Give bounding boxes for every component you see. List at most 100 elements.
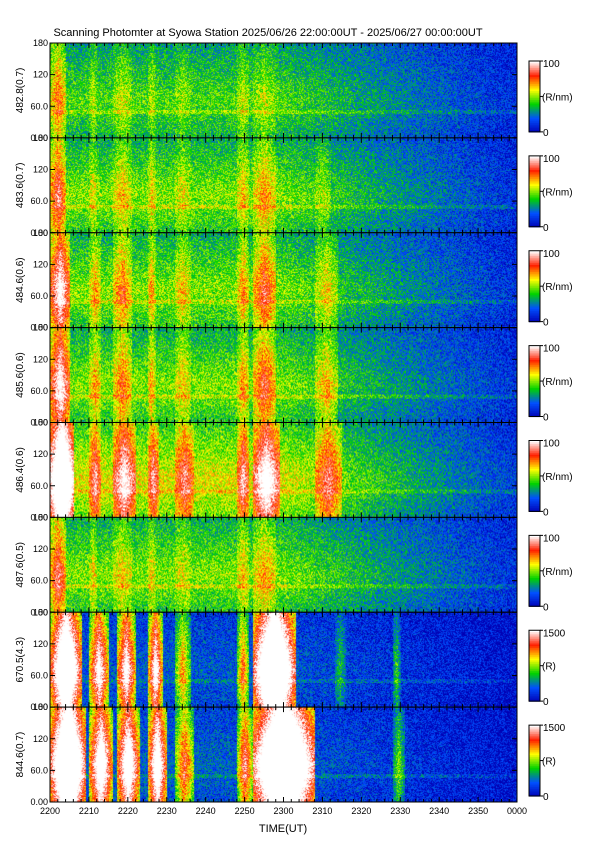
colorbar-step bbox=[529, 588, 540, 591]
colorbar-step bbox=[529, 89, 540, 92]
colorbar-step bbox=[529, 78, 540, 82]
colorbar-step bbox=[529, 639, 540, 642]
colorbar-step bbox=[529, 379, 540, 382]
colorbar-step bbox=[529, 452, 540, 456]
colorbar-step bbox=[529, 128, 540, 131]
colorbar-step bbox=[529, 182, 540, 185]
colorbar-step bbox=[529, 569, 540, 572]
colorbar-step bbox=[529, 635, 540, 638]
y-tick-label: 60.0 bbox=[30, 291, 48, 301]
colorbar-max-label: 100 bbox=[543, 154, 560, 165]
colorbar-step bbox=[529, 273, 540, 277]
colorbar-step bbox=[529, 442, 540, 445]
colorbar-step bbox=[529, 599, 540, 602]
colorbar-min-label: 0 bbox=[543, 128, 549, 139]
colorbar-step bbox=[529, 384, 540, 387]
x-tick-label: 2320 bbox=[351, 806, 371, 816]
colorbar-step bbox=[529, 683, 540, 686]
colorbar-step bbox=[529, 354, 540, 357]
colorbar-step bbox=[529, 375, 540, 379]
colorbar-step bbox=[529, 504, 540, 507]
colorbar-step bbox=[529, 279, 540, 282]
y-tick-label: 60.0 bbox=[30, 386, 48, 396]
x-axis-label: TIME(UT) bbox=[259, 823, 307, 835]
colorbar-step bbox=[529, 155, 540, 159]
colorbar-step bbox=[529, 506, 540, 509]
colorbar-max-label: 100 bbox=[543, 439, 560, 450]
colorbar-step bbox=[529, 445, 540, 449]
y-tick-label: 120 bbox=[33, 165, 48, 175]
colorbar-min-label: 0 bbox=[543, 697, 549, 708]
colorbar-step bbox=[529, 224, 540, 228]
colorbar-step bbox=[529, 755, 540, 758]
colorbar-step bbox=[529, 300, 540, 303]
panel: 0.00 60.0 120 180 483.6(0.7) 100 0 (R/nm) bbox=[15, 133, 573, 238]
colorbar-step bbox=[529, 200, 540, 203]
colorbar-step bbox=[529, 157, 540, 161]
colorbar-step bbox=[529, 767, 540, 771]
y-tick-label: 180 bbox=[33, 323, 48, 333]
colorbar-step bbox=[529, 660, 540, 663]
colorbar-step bbox=[529, 590, 540, 593]
colorbar-step bbox=[529, 783, 540, 786]
colorbar-step bbox=[529, 674, 540, 677]
y-tick-label: 120 bbox=[33, 734, 48, 744]
colorbar-step bbox=[529, 94, 540, 98]
colorbar-step bbox=[529, 649, 540, 653]
colorbar-step bbox=[529, 69, 540, 73]
colorbar-step bbox=[529, 112, 540, 115]
colorbar-step bbox=[529, 411, 540, 414]
colorbar-step bbox=[529, 500, 540, 504]
colorbar-step bbox=[529, 363, 540, 366]
colorbar-step bbox=[529, 193, 540, 196]
colorbar-step bbox=[529, 397, 540, 400]
colorbar-step bbox=[529, 537, 540, 540]
colorbar-step bbox=[529, 185, 540, 189]
colorbar-step bbox=[529, 309, 540, 312]
colorbar-step bbox=[529, 409, 540, 412]
colorbar-step bbox=[529, 275, 540, 278]
colorbar-unit-label: (R/nm) bbox=[542, 472, 573, 483]
colorbar-step bbox=[529, 570, 540, 574]
colorbar-step bbox=[529, 490, 540, 493]
colorbar-step bbox=[529, 561, 540, 565]
colorbar-step bbox=[529, 203, 540, 207]
colorbar-step bbox=[529, 592, 540, 595]
colorbar-step bbox=[529, 295, 540, 298]
panels-group: 0.00 60.0 120 180 482.8(0.7) 100 0 (R/nm) 0.00 60… bbox=[15, 38, 573, 807]
colorbar-step bbox=[529, 291, 540, 294]
colorbar-step bbox=[529, 774, 540, 778]
colorbar-step bbox=[529, 119, 540, 122]
colorbar-step bbox=[529, 382, 540, 386]
colorbar-step bbox=[529, 495, 540, 498]
colorbar-step bbox=[529, 593, 540, 597]
colorbar-step bbox=[529, 370, 540, 373]
colorbar-step bbox=[529, 121, 540, 124]
colorbar-step bbox=[529, 373, 540, 377]
colorbar-step bbox=[529, 212, 540, 215]
colorbar-step bbox=[529, 250, 540, 254]
colorbar-step bbox=[529, 214, 540, 217]
colorbar-step bbox=[529, 162, 540, 166]
colorbar-step bbox=[529, 110, 540, 113]
colorbar-step bbox=[529, 368, 540, 372]
colorbar-step bbox=[529, 381, 540, 384]
y-tick-label: 180 bbox=[33, 38, 48, 48]
x-tick-label: 2310 bbox=[312, 806, 332, 816]
colorbar-step bbox=[529, 665, 540, 669]
panel: 0.00 60.0 120 180 844.6(0.7) 1500 0 (R) bbox=[15, 702, 566, 807]
colorbar-step bbox=[529, 310, 540, 314]
colorbar-step bbox=[529, 444, 540, 447]
panel-ylabel: 670.5(4.3) bbox=[15, 637, 26, 683]
x-tick-label: 2200 bbox=[40, 806, 60, 816]
colorbar-step bbox=[529, 64, 540, 67]
colorbar-step bbox=[529, 637, 540, 640]
colorbar-step bbox=[529, 749, 540, 753]
colorbar-step bbox=[529, 389, 540, 393]
colorbar-step bbox=[529, 488, 540, 491]
colorbar-step bbox=[529, 477, 540, 481]
colorbar-step bbox=[529, 377, 540, 380]
colorbar-step bbox=[529, 586, 540, 590]
colorbar-step bbox=[529, 196, 540, 199]
